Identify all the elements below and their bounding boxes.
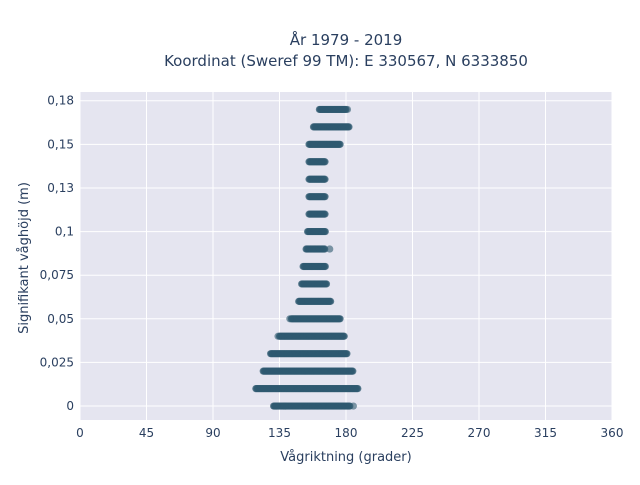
point-band [267, 350, 351, 358]
point-band [305, 140, 344, 148]
data-point [321, 245, 329, 253]
y-axis-ticks: 0 0,025 0,05 0,075 0,1 0,13 0,15 0,18 [40, 94, 74, 413]
point-band [298, 280, 331, 288]
x-tick-label: 45 [139, 426, 154, 440]
chart-title-line-2: Koordinat (Sweref 99 TM): E 330567, N 63… [164, 52, 528, 70]
y-tick-label: 0,025 [40, 355, 74, 369]
data-point [321, 210, 329, 218]
data-point [343, 350, 351, 358]
y-tick-label: 0,05 [47, 312, 74, 326]
point-band [274, 332, 348, 340]
point-band [305, 193, 329, 201]
x-tick-label: 225 [401, 426, 424, 440]
point-band [303, 227, 329, 236]
data-point [321, 175, 329, 183]
data-point [336, 140, 344, 148]
data-point [322, 280, 331, 288]
data-point [336, 315, 344, 323]
data-point [321, 227, 329, 236]
point-band [305, 158, 329, 166]
y-axis-title: Signifikant våghöjd (m) [17, 182, 32, 334]
x-tick-label: 90 [205, 426, 220, 440]
point-band [295, 297, 335, 305]
data-point [272, 402, 281, 410]
x-axis-title: Vågriktning (grader) [280, 450, 411, 465]
data-point [343, 105, 352, 114]
data-point [321, 262, 329, 271]
data-point [274, 332, 282, 340]
data-point [349, 367, 357, 375]
data-point [345, 123, 353, 131]
x-tick-label: 270 [468, 426, 491, 440]
y-tick-label: 0 [66, 399, 74, 413]
x-tick-label: 315 [534, 426, 557, 440]
data-points [252, 105, 362, 410]
point-band [315, 105, 352, 114]
point-band [305, 210, 329, 218]
x-axis-ticks: 0 45 90 135 180 225 270 315 360 [76, 426, 623, 440]
data-point [321, 193, 329, 201]
point-band [302, 245, 334, 253]
data-point [326, 245, 334, 253]
data-point [321, 158, 329, 166]
point-band [269, 402, 357, 410]
y-tick-label: 0,15 [47, 137, 74, 151]
data-point [286, 315, 294, 323]
point-band [299, 262, 329, 271]
y-tick-label: 0,18 [47, 94, 74, 108]
x-tick-label: 360 [601, 426, 624, 440]
point-band [252, 384, 362, 393]
chart-title-line-1: År 1979 - 2019 [290, 30, 403, 49]
data-point [281, 402, 290, 410]
x-tick-label: 0 [76, 426, 84, 440]
data-point [340, 332, 348, 340]
y-tick-label: 0,1 [55, 225, 74, 239]
point-band [259, 367, 357, 375]
point-band [286, 315, 344, 323]
data-point [354, 384, 362, 393]
point-band [309, 123, 353, 131]
y-tick-label: 0,13 [47, 181, 74, 195]
x-tick-label: 135 [268, 426, 291, 440]
point-band [305, 175, 329, 183]
data-point [327, 297, 335, 305]
x-tick-label: 180 [335, 426, 358, 440]
y-tick-label: 0,075 [40, 268, 74, 282]
data-point [349, 402, 357, 410]
